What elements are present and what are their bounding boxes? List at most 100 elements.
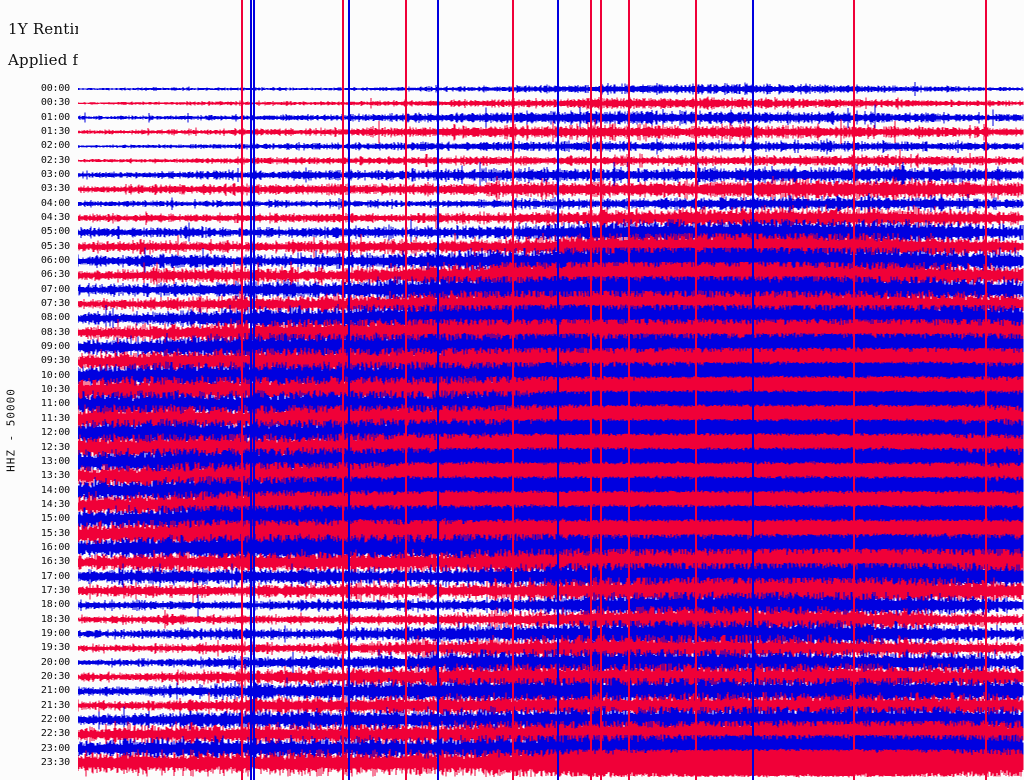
trace-path	[78, 303, 1024, 333]
time-label: 17:30	[40, 584, 70, 596]
trace-path	[78, 104, 1024, 131]
trace-row	[78, 518, 1024, 549]
trace-row	[78, 233, 1024, 261]
trace-row	[78, 290, 1024, 319]
time-label: 09:00	[40, 341, 70, 353]
trace-row	[78, 347, 1024, 376]
trace-row	[78, 591, 1024, 620]
time-label: 00:30	[40, 97, 70, 109]
trace-row	[78, 489, 1024, 521]
trace-row	[78, 318, 1024, 348]
time-label: 02:30	[40, 154, 70, 166]
transient-marker	[405, 0, 407, 780]
trace-path	[78, 82, 1024, 96]
time-label: 18:00	[40, 599, 70, 611]
time-label: 19:30	[40, 642, 70, 654]
trace-row	[78, 691, 1024, 720]
transient-marker	[853, 0, 855, 780]
time-label: 06:30	[40, 269, 70, 281]
time-label: 21:00	[40, 685, 70, 697]
trace-path	[78, 748, 1024, 778]
trace-path	[78, 677, 1024, 706]
trace-row	[78, 360, 1024, 391]
trace-path	[78, 460, 1024, 492]
time-label: 14:30	[40, 498, 70, 510]
trace-path	[78, 161, 1024, 189]
time-label: 07:30	[40, 298, 70, 310]
time-label: 04:30	[40, 212, 70, 224]
trace-row	[78, 149, 1024, 173]
transient-marker	[600, 0, 602, 780]
trace-row	[78, 677, 1024, 706]
time-label: 13:00	[40, 455, 70, 467]
time-label: 16:30	[40, 556, 70, 568]
time-label: 11:30	[40, 412, 70, 424]
transient-marker	[250, 0, 252, 780]
time-label: 06:00	[40, 255, 70, 267]
time-label: 08:00	[40, 312, 70, 324]
trace-path	[78, 204, 1024, 232]
trace-row	[78, 418, 1024, 449]
time-label: 10:00	[40, 369, 70, 381]
trace-row	[78, 118, 1024, 146]
time-label: 15:00	[40, 513, 70, 525]
trace-row	[78, 734, 1024, 764]
trace-path	[78, 193, 1024, 215]
time-label: 12:00	[40, 427, 70, 439]
trace-path	[78, 233, 1024, 261]
trace-path	[78, 533, 1024, 563]
transient-marker	[557, 0, 559, 780]
time-label: 19:00	[40, 627, 70, 639]
trace-row	[78, 503, 1024, 535]
trace-row	[78, 332, 1024, 362]
trace-path	[78, 118, 1024, 146]
trace-path	[78, 247, 1024, 276]
transient-marker	[512, 0, 514, 780]
trace-path	[78, 649, 1024, 677]
trace-path	[78, 518, 1024, 549]
trace-path	[78, 318, 1024, 348]
time-label: 01:30	[40, 126, 70, 138]
transient-marker	[253, 0, 255, 780]
transient-marker	[628, 0, 630, 780]
trace-path	[78, 96, 1024, 111]
trace-row	[78, 193, 1024, 215]
time-label: 01:00	[40, 111, 70, 123]
trace-path	[78, 418, 1024, 449]
time-label: 03:00	[40, 169, 70, 181]
trace-row	[78, 218, 1024, 247]
trace-path	[78, 275, 1024, 304]
trace-path	[78, 138, 1024, 155]
transient-marker	[241, 0, 243, 780]
trace-row	[78, 460, 1024, 492]
trace-row	[78, 605, 1024, 634]
time-label: 04:00	[40, 197, 70, 209]
transient-marker	[985, 0, 987, 780]
trace-path	[78, 489, 1024, 521]
trace-row	[78, 577, 1024, 605]
trace-row	[78, 748, 1024, 778]
trace-path	[78, 620, 1024, 648]
trace-row	[78, 104, 1024, 131]
time-label: 22:30	[40, 728, 70, 740]
trace-path	[78, 149, 1024, 173]
transient-marker	[752, 0, 754, 780]
time-label: 13:30	[40, 470, 70, 482]
trace-row	[78, 204, 1024, 232]
transient-marker	[590, 0, 592, 780]
trace-row	[78, 547, 1024, 577]
trace-path	[78, 634, 1024, 662]
trace-row	[78, 303, 1024, 333]
trace-path	[78, 503, 1024, 535]
trace-row	[78, 275, 1024, 304]
time-label: 17:00	[40, 570, 70, 582]
trace-path	[78, 691, 1024, 720]
trace-row	[78, 634, 1024, 662]
time-label: 22:00	[40, 713, 70, 725]
trace-row	[78, 161, 1024, 189]
trace-path	[78, 562, 1024, 591]
trace-path	[78, 663, 1024, 691]
trace-path	[78, 218, 1024, 247]
trace-path	[78, 720, 1024, 749]
